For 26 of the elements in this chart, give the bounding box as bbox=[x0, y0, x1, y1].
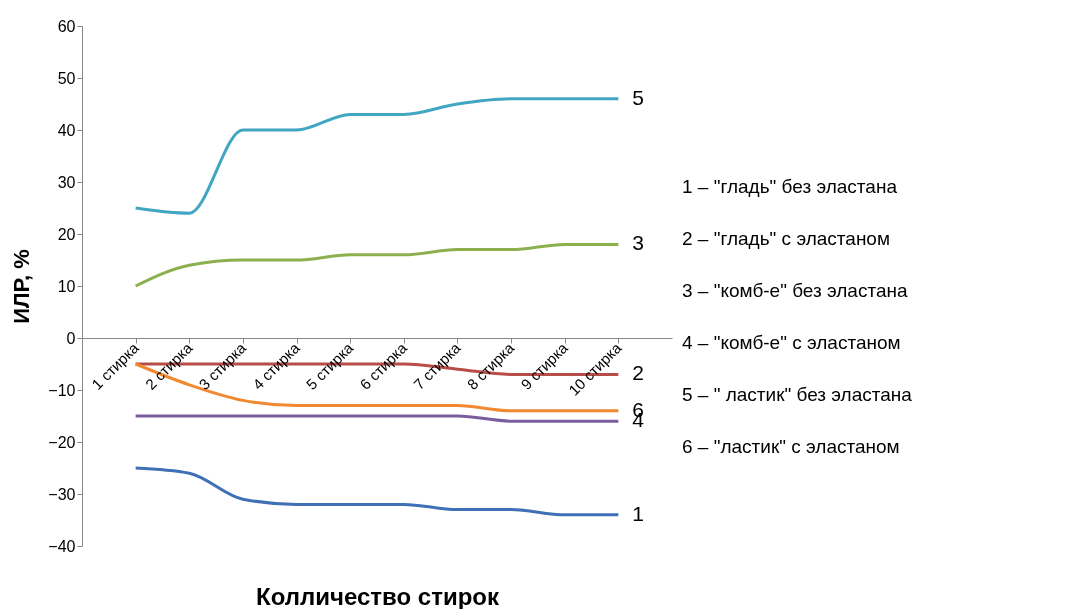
y-tick-label: −10 bbox=[48, 381, 76, 399]
text: 1 – "гладь" без эластана bbox=[682, 176, 898, 198]
text: 2 – "гладь" с эластаном bbox=[682, 228, 890, 250]
y-tick-label: 20 bbox=[57, 225, 76, 243]
y-tick-label: 30 bbox=[57, 173, 76, 191]
text: 6 – "ластик" с эластаном bbox=[682, 436, 900, 458]
y-tick-label: 40 bbox=[57, 121, 76, 139]
text: 4 – "комб-е" с эластаном bbox=[682, 332, 901, 354]
y-tick-label: 50 bbox=[57, 69, 76, 87]
y-axis-title: ИЛР, % bbox=[9, 249, 35, 324]
y-tick-label: 0 bbox=[66, 329, 76, 347]
y-tick-label: −30 bbox=[48, 485, 76, 503]
y-tick-label: −20 bbox=[48, 433, 76, 451]
line-series bbox=[134, 242, 620, 288]
line-series bbox=[134, 97, 620, 215]
y-tick-label: 60 bbox=[57, 17, 76, 35]
series-label: 5 bbox=[632, 85, 645, 109]
series-label: 3 bbox=[632, 231, 645, 255]
series-label: 2 bbox=[632, 361, 645, 385]
x-axis-title: Колличество стирок bbox=[256, 582, 500, 610]
y-tick-label: 10 bbox=[57, 277, 76, 295]
line-series bbox=[134, 466, 620, 517]
series-label: 1 bbox=[632, 501, 645, 525]
y-tick-label: −40 bbox=[48, 537, 76, 555]
text: 3 – "комб-е" без эластана bbox=[682, 280, 908, 302]
text: 5 – " ластик" без эластана bbox=[682, 384, 913, 406]
